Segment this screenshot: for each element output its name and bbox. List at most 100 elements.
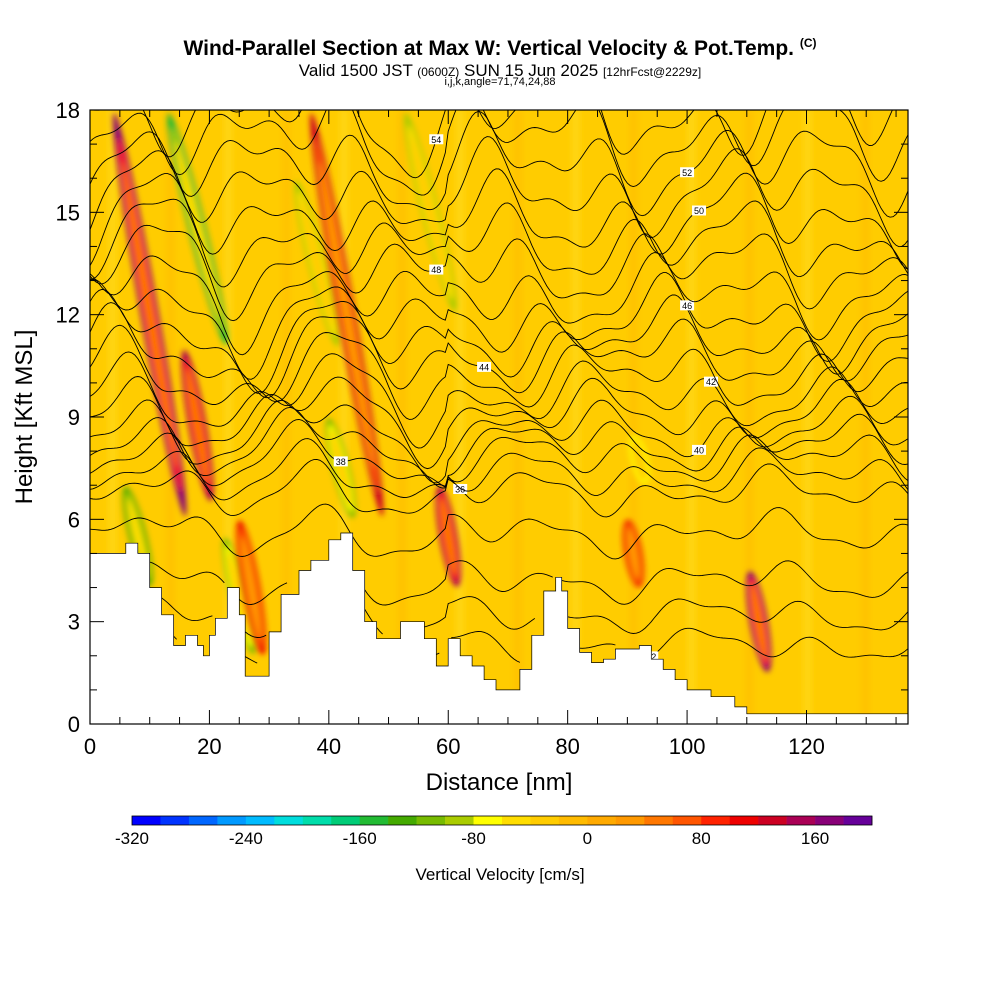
theta-contour-37: [90, 438, 908, 501]
colorbar-tick-label: 80: [692, 829, 711, 848]
velocity-band: [744, 110, 754, 724]
downdraft-cell: [325, 418, 356, 518]
theta-contour-34: [143, 560, 908, 606]
velocity-band: [571, 110, 581, 724]
x-tick-label: 100: [669, 734, 706, 759]
y-tick-label: 12: [56, 303, 80, 328]
colorbar-swatch: [331, 816, 360, 825]
theta-contour-39: [90, 406, 908, 489]
theta-contour-35: [90, 503, 908, 560]
contour-label-bg: [680, 300, 695, 311]
y-tick-label: 6: [68, 507, 80, 532]
theta-contour-54: [90, 110, 893, 179]
updraft-core: [627, 527, 640, 579]
contour-label: 52: [682, 168, 692, 178]
contour-label-bg: [477, 361, 492, 372]
x-axis-label: Distance [nm]: [426, 769, 573, 796]
y-tick-label: 3: [68, 610, 80, 635]
theta-contour-50: [90, 168, 908, 270]
x-tick-label: 0: [84, 734, 96, 759]
colorbar-swatch: [558, 816, 588, 825]
theta-contour-44: [90, 302, 908, 399]
theta-contour-48: [90, 224, 908, 322]
theta-contour-41: [90, 376, 908, 470]
colorbar-tick-label: -240: [229, 829, 263, 848]
colorbar-swatch: [473, 816, 503, 825]
velocity-band: [513, 110, 523, 724]
chart-title: Wind-Parallel Section at Max W: Vertical…: [0, 36, 1000, 61]
contour-label-bg: [692, 444, 707, 455]
y-tick-label: 0: [68, 712, 80, 737]
contour-label: 44: [479, 362, 489, 372]
contour-label: 40: [694, 445, 704, 455]
terrain: [90, 532, 908, 724]
contour-label: 46: [682, 301, 692, 311]
contour-label: 38: [336, 457, 346, 467]
theta-contour-47: [90, 252, 908, 356]
colorbar-swatch: [644, 816, 674, 825]
contour-label: 42: [706, 377, 716, 387]
contour-label-bg: [680, 167, 695, 178]
chart-title-mark: (C): [799, 36, 817, 50]
velocity-band: [107, 110, 117, 724]
colorbar-swatch: [388, 816, 417, 825]
subtitle-date: SUN 15 Jun 2025: [464, 61, 599, 80]
colorbar-swatch: [672, 816, 702, 825]
updraft-cell: [181, 349, 214, 502]
colorbar-swatch: [729, 816, 759, 825]
velocity-band: [687, 110, 697, 724]
colorbar-swatch: [445, 816, 474, 825]
velocity-band: [223, 110, 233, 724]
velocity-band: [860, 110, 870, 724]
colorbar-tick-label: -80: [461, 829, 486, 848]
y-axis-label: Height [Kft MSL]: [11, 330, 38, 505]
velocity-band: [397, 110, 407, 724]
colorbar-swatch: [502, 816, 531, 825]
colorbar-tick-label: -160: [343, 829, 377, 848]
x-tick-label: 20: [197, 734, 221, 759]
colorbar-swatch: [758, 816, 787, 825]
chart-title-text: Wind-Parallel Section at Max W: Vertical…: [183, 37, 794, 60]
updraft-cell: [622, 519, 645, 588]
colorbar-swatch: [132, 816, 161, 825]
velocity-field-background: [90, 110, 908, 724]
x-tick-label: 60: [436, 734, 460, 759]
theta-contour-52: [90, 111, 908, 218]
velocity-band: [455, 110, 465, 724]
contour-label-bg: [692, 205, 707, 216]
velocity-field-bands: [107, 110, 870, 724]
contour-label: 48: [431, 265, 441, 275]
theta-contour-36: [90, 458, 908, 518]
contour-label-bg: [703, 376, 718, 387]
colorbar-swatch: [188, 816, 218, 825]
updraft-cell: [236, 520, 267, 655]
colorbar-swatch: [245, 816, 275, 825]
colorbar-swatch: [274, 816, 304, 825]
downdraft-core: [330, 430, 351, 506]
colorbar-swatch: [701, 816, 730, 825]
contour-label: 36: [455, 484, 465, 494]
contour-label-bg: [429, 264, 444, 275]
updraft-core: [241, 536, 262, 639]
chart-subtitle-indices: i,j,k,angle=71,74,24,88: [444, 76, 556, 88]
colorbar-swatch: [815, 816, 844, 825]
velocity-band: [629, 110, 639, 724]
colorbar-swatch: [587, 816, 617, 825]
subtitle-utc: (0600Z): [417, 65, 460, 79]
chart-subtitle: Valid 1500 JST (0600Z) SUN 15 Jun 2025 […: [0, 61, 1000, 81]
theta-contour-43: [90, 324, 908, 420]
colorbar-tick-label: -320: [115, 829, 149, 848]
updraft-core: [186, 368, 209, 483]
theta-contour-45: [90, 288, 908, 394]
colorbar-swatch: [359, 816, 389, 825]
updraft-core: [319, 161, 375, 468]
colorbar-swatch: [615, 816, 645, 825]
contour-label-bg: [453, 483, 468, 494]
theta-contours: 323436384042444648505254: [90, 110, 908, 664]
downdraft-cell: [294, 180, 340, 347]
colorbar-frame: [131, 815, 873, 826]
velocity-band: [339, 110, 349, 724]
colorbar-swatch: [217, 816, 247, 825]
contour-label: 54: [431, 135, 441, 145]
